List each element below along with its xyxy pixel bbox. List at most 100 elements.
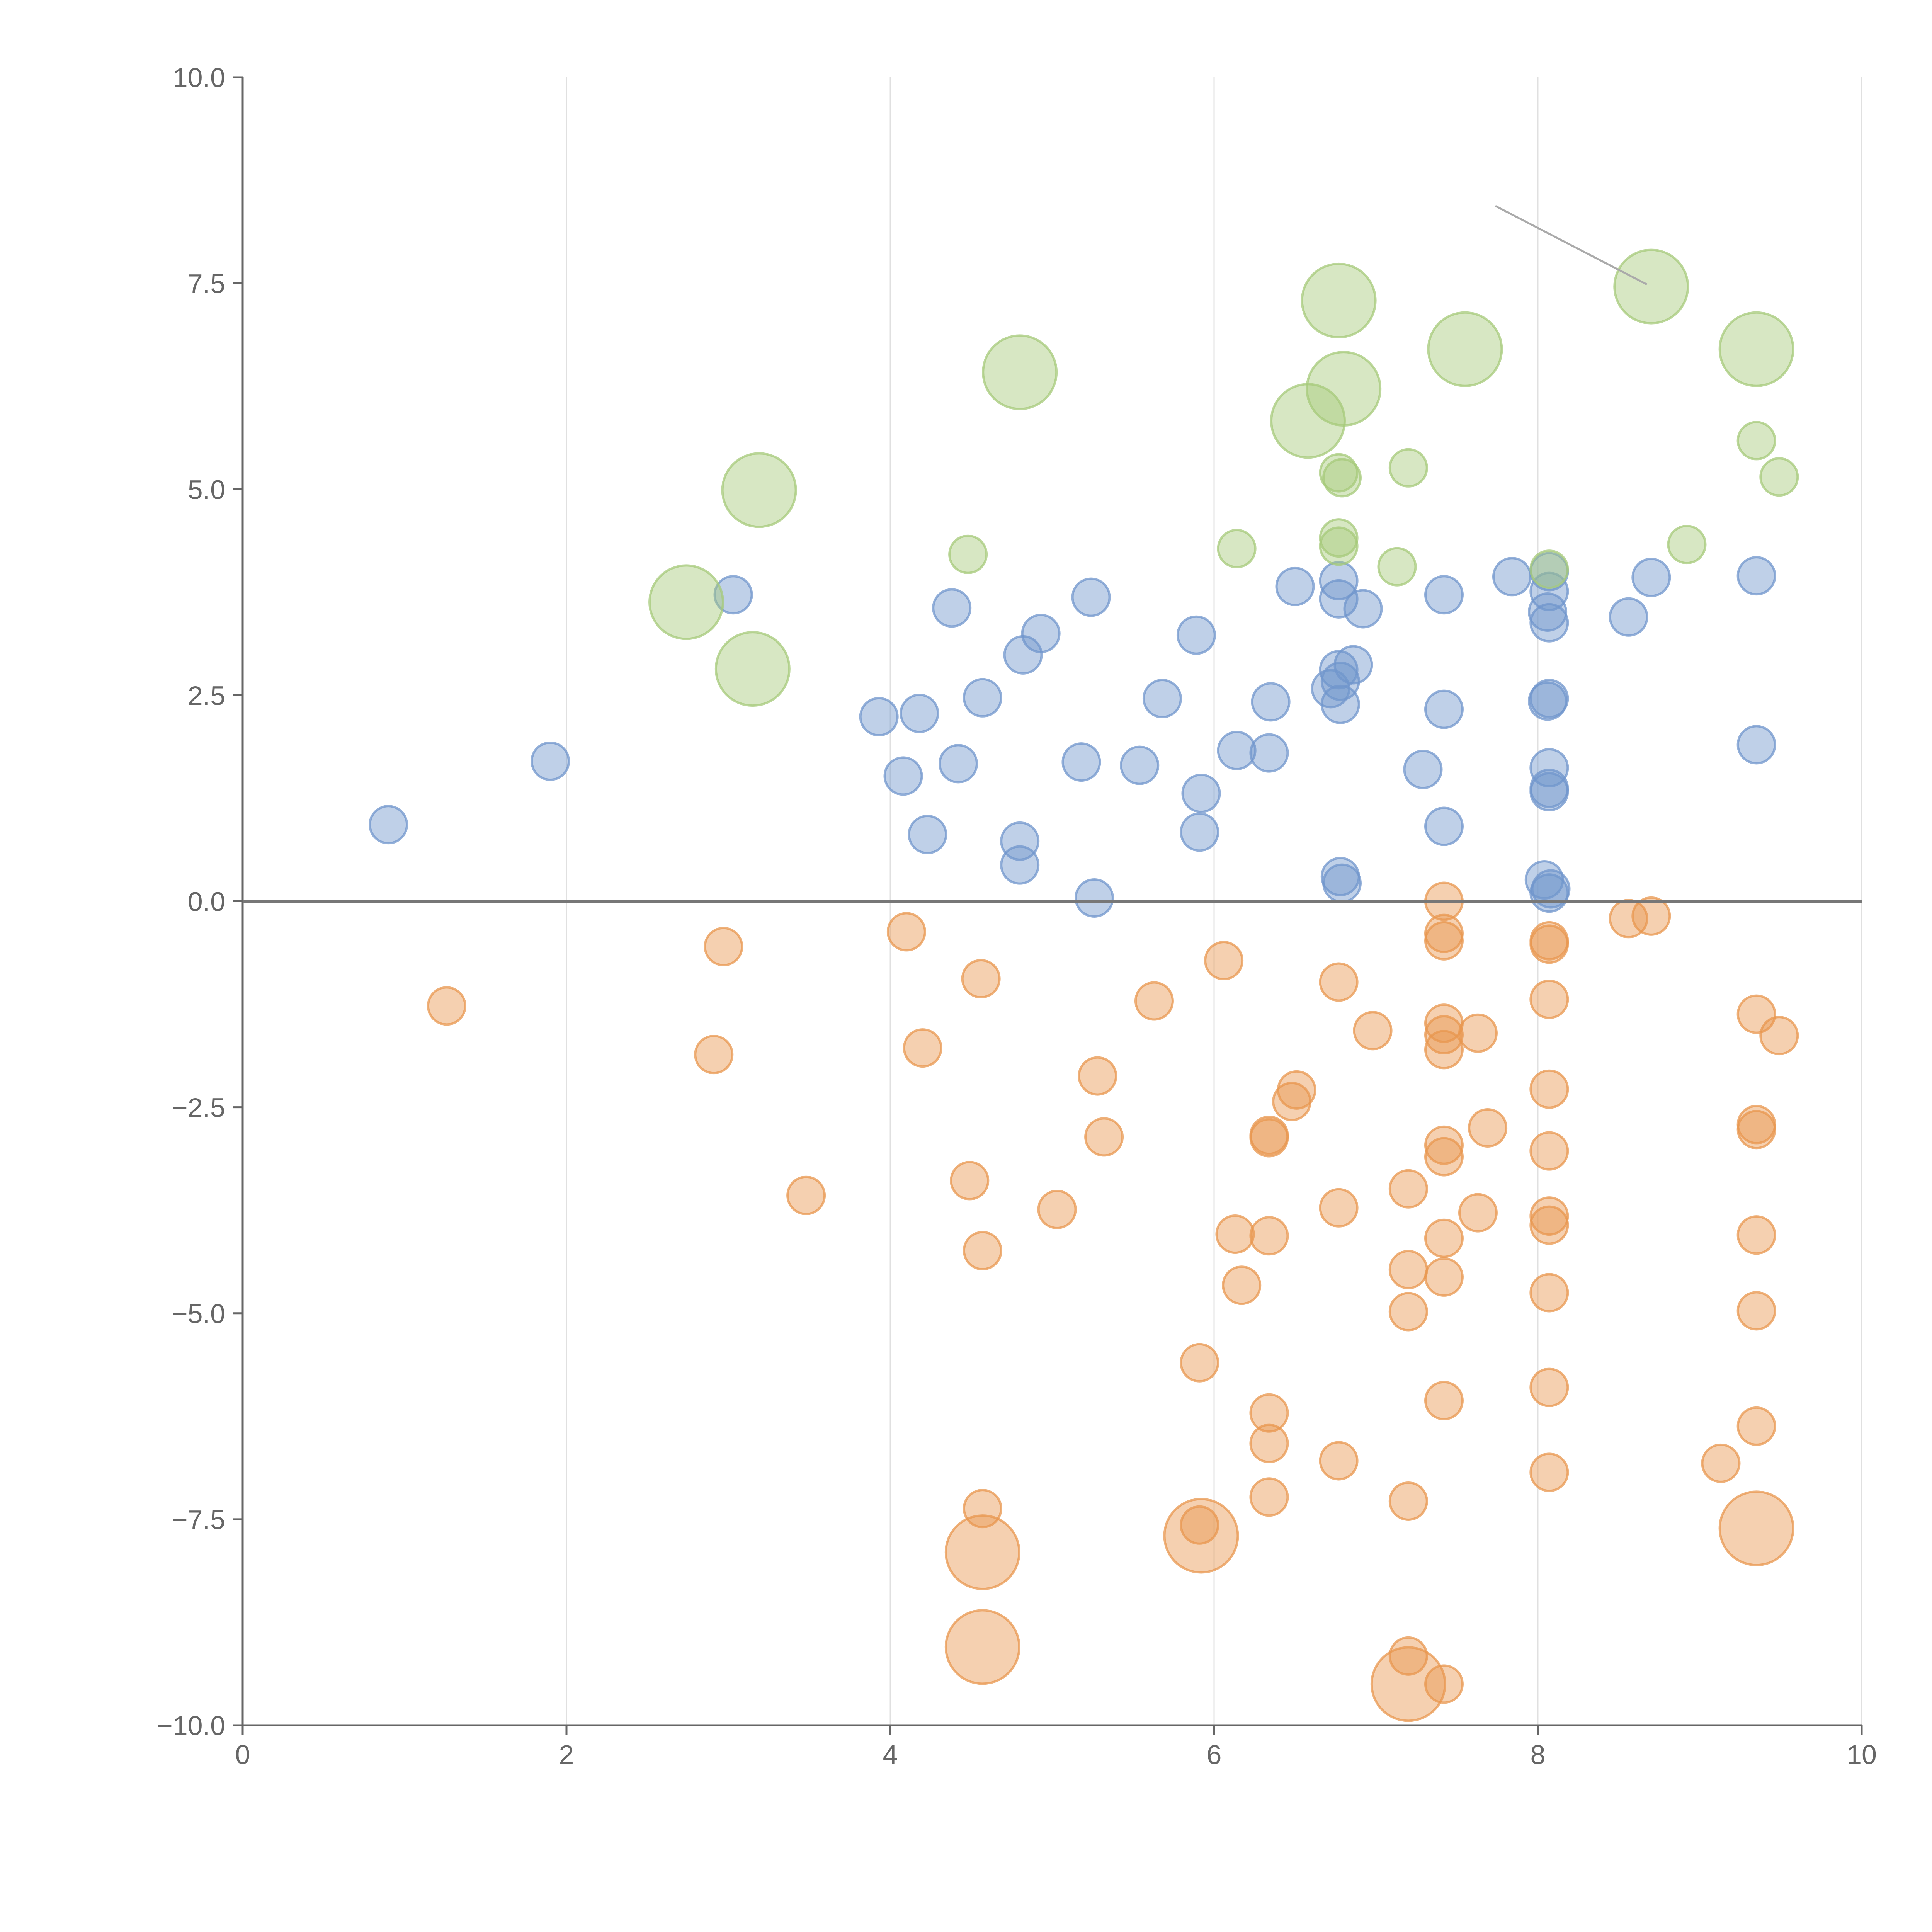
data-point-orange — [1424, 1381, 1464, 1420]
data-points — [369, 248, 1799, 1722]
x-tick-label: 4 — [883, 1740, 898, 1770]
data-point-blue — [900, 694, 939, 733]
data-point-blue — [1181, 774, 1221, 813]
data-point-orange — [1424, 1125, 1464, 1165]
data-point-orange — [1249, 1423, 1289, 1463]
y-tick-label: 0.0 — [188, 887, 225, 917]
data-point-orange — [1388, 1250, 1428, 1289]
data-point-blue — [932, 588, 972, 628]
data-point-orange — [1736, 1215, 1776, 1255]
data-point-orange — [1078, 1056, 1117, 1096]
data-point-green — [714, 631, 791, 707]
data-point-orange — [1319, 1188, 1359, 1228]
x-tick-label: 8 — [1531, 1740, 1546, 1770]
data-point-orange — [1631, 896, 1671, 936]
data-point-blue — [883, 756, 923, 796]
data-point-blue — [1529, 571, 1569, 611]
x-tick-label: 0 — [235, 1740, 250, 1770]
data-point-blue — [1249, 733, 1289, 773]
data-point-green — [1322, 458, 1362, 498]
data-point-blue — [1736, 556, 1776, 596]
data-point-orange — [1529, 1367, 1569, 1407]
data-point-orange — [950, 1161, 990, 1201]
data-point-blue — [1631, 558, 1671, 597]
data-point-green — [1613, 248, 1689, 325]
data-point-orange — [1277, 1070, 1316, 1110]
data-point-orange — [1037, 1190, 1077, 1230]
y-tick-label: 2.5 — [188, 680, 225, 711]
data-point-green — [1217, 529, 1257, 568]
data-point-blue — [1529, 772, 1569, 811]
data-point-blue — [908, 815, 947, 854]
data-point-orange — [1736, 1291, 1776, 1331]
data-point-orange — [1424, 1030, 1464, 1070]
data-point-blue — [1529, 748, 1569, 788]
data-point-blue — [1528, 681, 1568, 721]
data-point-orange — [1084, 1117, 1124, 1157]
data-point-orange — [1388, 1169, 1428, 1209]
data-point-orange — [704, 927, 743, 966]
data-point-orange — [1458, 1013, 1498, 1053]
y-tick-label: 5.0 — [188, 474, 225, 505]
data-point-blue — [1074, 878, 1114, 918]
data-point-orange — [1458, 1193, 1498, 1233]
series-orange — [427, 881, 1799, 1722]
data-point-orange — [1163, 1498, 1239, 1574]
data-point-green — [1377, 547, 1417, 587]
data-point-blue — [1319, 650, 1359, 690]
y-tick-label: −5.0 — [172, 1299, 225, 1329]
data-point-orange — [1424, 1664, 1464, 1704]
data-point-blue — [1322, 863, 1362, 903]
data-point-green — [1529, 549, 1569, 589]
data-point-orange — [1180, 1343, 1219, 1383]
data-point-orange — [1353, 1011, 1393, 1051]
y-axis-ticks: 10.0 7.5 5.0 2.5 0.0 −2.5 −5.0 −7.5 −10.0 — [157, 63, 243, 1741]
data-point-blue — [1529, 603, 1569, 643]
data-point-orange — [944, 1609, 1020, 1685]
data-point-orange — [1529, 1452, 1569, 1492]
y-tick-label: −2.5 — [172, 1093, 225, 1123]
data-point-blue — [963, 678, 1002, 718]
data-point-green — [1319, 526, 1359, 566]
data-point-orange — [1759, 1016, 1799, 1056]
data-point-orange — [1249, 1477, 1289, 1517]
data-point-orange — [961, 959, 1001, 998]
data-point-green — [721, 452, 797, 528]
data-point-blue — [1343, 589, 1383, 629]
data-point-green — [982, 334, 1058, 410]
data-point-green — [1667, 525, 1707, 565]
data-point-blue — [1176, 615, 1216, 655]
data-point-orange — [1249, 1393, 1289, 1433]
data-point-orange — [1468, 1108, 1508, 1148]
data-point-orange — [786, 1175, 826, 1215]
data-point-orange — [1249, 1216, 1289, 1256]
data-point-blue — [1333, 645, 1373, 685]
data-point-orange — [1424, 1137, 1464, 1177]
data-point-orange — [903, 1028, 942, 1068]
data-point-orange — [1529, 1196, 1569, 1236]
data-point-blue — [1424, 806, 1464, 846]
data-point-orange — [1424, 921, 1464, 961]
data-point-orange — [1388, 1481, 1428, 1521]
data-point-orange — [1736, 1110, 1776, 1150]
x-tick-label: 10 — [1847, 1740, 1877, 1770]
data-point-green — [1718, 311, 1794, 387]
data-point-blue — [938, 744, 978, 784]
data-point-orange — [1319, 962, 1359, 1002]
data-point-orange — [1249, 1118, 1289, 1158]
x-tick-label: 6 — [1207, 1740, 1222, 1770]
data-point-blue — [1021, 614, 1061, 653]
y-tick-label: −7.5 — [172, 1505, 225, 1535]
data-point-green — [1319, 518, 1359, 558]
data-point-orange — [1529, 1069, 1569, 1109]
series-blue — [369, 552, 1776, 918]
data-point-orange — [944, 1514, 1020, 1590]
data-point-orange — [1134, 981, 1174, 1021]
data-point-orange — [1736, 1406, 1776, 1446]
data-point-orange — [1529, 980, 1569, 1019]
data-point-blue — [1319, 561, 1359, 600]
data-point-orange — [1718, 1490, 1794, 1566]
data-point-green — [648, 564, 724, 640]
data-point-blue — [1424, 575, 1464, 615]
data-point-orange — [1701, 1443, 1741, 1483]
